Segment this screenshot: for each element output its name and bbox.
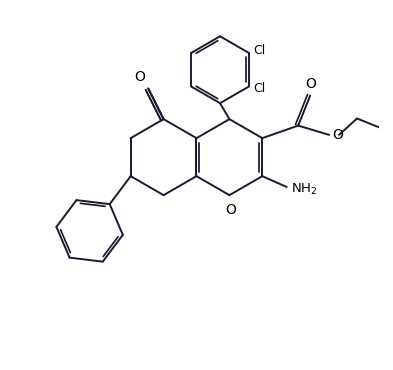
Text: Cl: Cl <box>254 44 266 57</box>
Text: O: O <box>226 204 237 218</box>
Text: Cl: Cl <box>254 81 266 94</box>
Text: O: O <box>134 70 145 84</box>
Text: O: O <box>305 77 316 91</box>
Text: NH$_2$: NH$_2$ <box>291 182 318 197</box>
Text: O: O <box>332 128 343 142</box>
